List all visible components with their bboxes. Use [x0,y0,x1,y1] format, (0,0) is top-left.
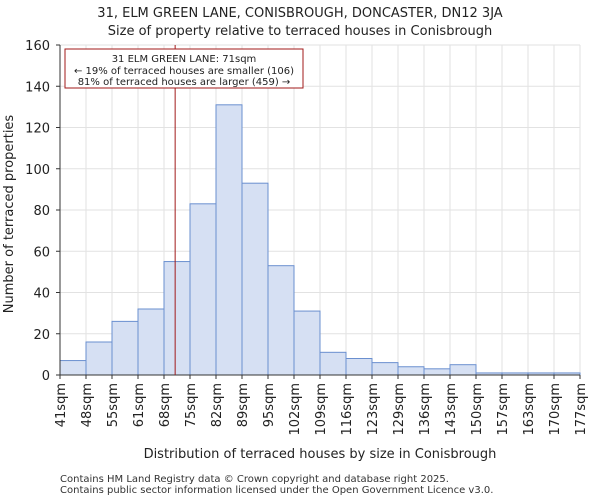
bar [293,310,321,376]
x-tick-labels: 41sqm 48sqm 55sqm 61sqm 68sqm 75sqm 82sqm 89sqm… [54,375,589,436]
bars [59,104,581,376]
x-axis-label: Distribution of terraced houses by size … [144,447,497,462]
bar [345,358,373,376]
x-tick-label: 82sqm [210,383,225,427]
chart-title: 31, ELM GREEN LANE, CONISBROUGH, DONCAST… [97,6,503,21]
y-tick-label: 60 [33,245,50,260]
x-tick-label: 48sqm [80,383,95,427]
bar [449,364,477,376]
bar [137,308,165,376]
y-tick-label: 140 [25,80,50,95]
x-tick-label: 75sqm [184,383,199,427]
bar [319,351,347,376]
y-tick-label: 120 [25,122,50,137]
bar [267,265,295,376]
x-tick-label: 150sqm [470,383,485,436]
bar [163,261,191,376]
y-tick-label: 0 [42,369,50,384]
y-axis-label: Number of terraced properties [2,115,17,314]
annotation-box [64,48,304,89]
bar [59,360,87,376]
y-tick-labels: 0 20 40 60 80 100 120 140 160 [25,39,60,384]
bar [111,320,139,376]
annotation-line-3: 81% of terraced houses are larger (459) … [78,77,291,88]
x-tick-label: 102sqm [288,383,303,436]
y-tick-label: 40 [33,287,50,302]
x-tick-label: 109sqm [314,383,329,436]
x-tick-label: 177sqm [574,383,589,436]
x-tick-label: 129sqm [392,383,407,436]
histogram-chart: 0 20 40 60 80 100 120 140 160 41sqm 48sqm 55sqm 61s… [2,39,589,462]
x-tick-label: 123sqm [366,383,381,436]
bar [397,366,425,376]
bar [371,362,399,376]
x-tick-label: 163sqm [522,383,537,436]
annotation-line-2: ← 19% of terraced houses are smaller (10… [74,66,294,77]
x-tick-label: 55sqm [106,383,121,427]
x-tick-label: 61sqm [132,383,147,427]
x-tick-label: 41sqm [54,383,69,427]
y-tick-label: 80 [33,204,50,219]
x-tick-label: 95sqm [262,383,277,427]
footer-line-2: Contains public sector information licen… [60,485,494,496]
bar [423,368,451,376]
bar [215,104,243,376]
bar [85,341,113,376]
x-tick-label: 143sqm [444,383,459,436]
bar [241,182,269,376]
y-tick-label: 160 [25,39,50,54]
y-tick-label: 100 [25,163,50,178]
annotation-line-1: 31 ELM GREEN LANE: 71sqm [112,54,257,65]
x-tick-label: 89sqm [236,383,251,427]
x-tick-label: 116sqm [340,383,355,436]
chart-subtitle: Size of property relative to terraced ho… [107,24,493,39]
bar [189,203,217,376]
y-tick-label: 20 [33,328,50,343]
x-tick-label: 68sqm [158,383,173,427]
x-tick-label: 170sqm [548,383,563,436]
footer-line-1: Contains HM Land Registry data © Crown c… [60,474,449,485]
x-tick-label: 157sqm [496,383,511,436]
x-tick-label: 136sqm [418,383,433,436]
